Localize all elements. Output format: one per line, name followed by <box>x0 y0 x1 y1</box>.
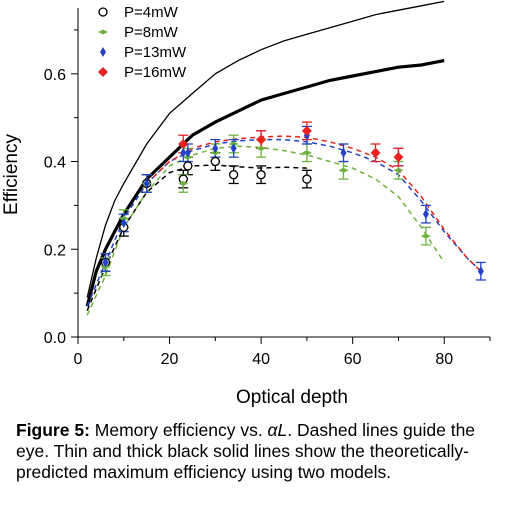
data-point <box>256 134 267 145</box>
figure-caption: Figure 5: Memory efficiency vs. αL. Dash… <box>16 420 511 483</box>
legend-label: P=16mW <box>124 64 187 81</box>
data-point <box>184 147 191 158</box>
data-point <box>256 145 267 151</box>
legend-label: P=8mW <box>124 24 179 41</box>
legend-label: P=4mW <box>124 4 179 21</box>
data-point <box>422 209 429 220</box>
legend: P=4mW P=8mW P=13mW P=16mW <box>98 4 187 81</box>
x-tick-label: 40 <box>252 351 270 368</box>
data-point <box>178 138 189 149</box>
caption-text-after: . Dashed lines guide the eye. Thin and t… <box>16 420 476 482</box>
data-point <box>143 178 150 189</box>
data-point <box>120 217 127 228</box>
thin-model-curve <box>86 0 445 298</box>
x-tick-label: 0 <box>74 351 83 368</box>
data-point <box>230 143 237 154</box>
trend-lines <box>86 135 482 316</box>
data-point <box>340 147 347 158</box>
axes: 0 20 40 60 80 0.0 0.2 0.4 0.6 <box>44 8 491 368</box>
data-point <box>98 67 108 77</box>
y-tick-label: 0.4 <box>44 155 66 172</box>
y-tick-label: 0.0 <box>44 330 66 347</box>
x-axis-title: Optical depth <box>236 387 348 408</box>
error-bars <box>100 121 486 281</box>
y-tick-label: 0.2 <box>44 242 66 259</box>
dashed-trend-line <box>146 135 482 272</box>
data-point <box>98 7 108 17</box>
data-point <box>102 257 109 268</box>
data-markers <box>100 125 484 277</box>
data-point <box>183 161 193 171</box>
data-point <box>256 170 266 180</box>
dashed-trend-line <box>86 145 445 316</box>
data-point <box>178 180 189 186</box>
dashed-trend-line <box>86 164 307 311</box>
data-point <box>370 147 381 158</box>
data-point <box>100 47 106 57</box>
efficiency-chart: 0 20 40 60 800.00.20.40.6 P=4mWP=8mWP=13mWP=… <box>1 0 491 408</box>
model-curves <box>85 0 445 307</box>
legend-label: P=13mW <box>124 44 187 61</box>
data-point <box>98 29 108 35</box>
data-point <box>301 150 312 156</box>
data-point <box>477 266 484 277</box>
y-tick-label: 0.6 <box>44 67 66 84</box>
data-point <box>420 233 431 239</box>
x-tick-label: 60 <box>344 351 362 368</box>
data-point <box>212 143 219 154</box>
data-point <box>338 167 349 173</box>
thick-model-curve <box>85 59 445 307</box>
caption-symbol: αL <box>267 420 288 440</box>
data-point <box>228 170 239 180</box>
data-point <box>180 147 187 158</box>
data-point <box>301 125 312 136</box>
x-tick-label: 80 <box>435 351 453 368</box>
data-point <box>393 167 404 173</box>
data-point <box>393 152 404 163</box>
x-tick-label: 20 <box>161 351 179 368</box>
data-point <box>210 156 220 167</box>
data-point <box>302 174 312 184</box>
caption-text-before: Memory efficiency vs. <box>89 420 268 440</box>
y-axis-title: Efficiency <box>1 134 22 215</box>
caption-label: Figure 5: <box>16 420 90 440</box>
